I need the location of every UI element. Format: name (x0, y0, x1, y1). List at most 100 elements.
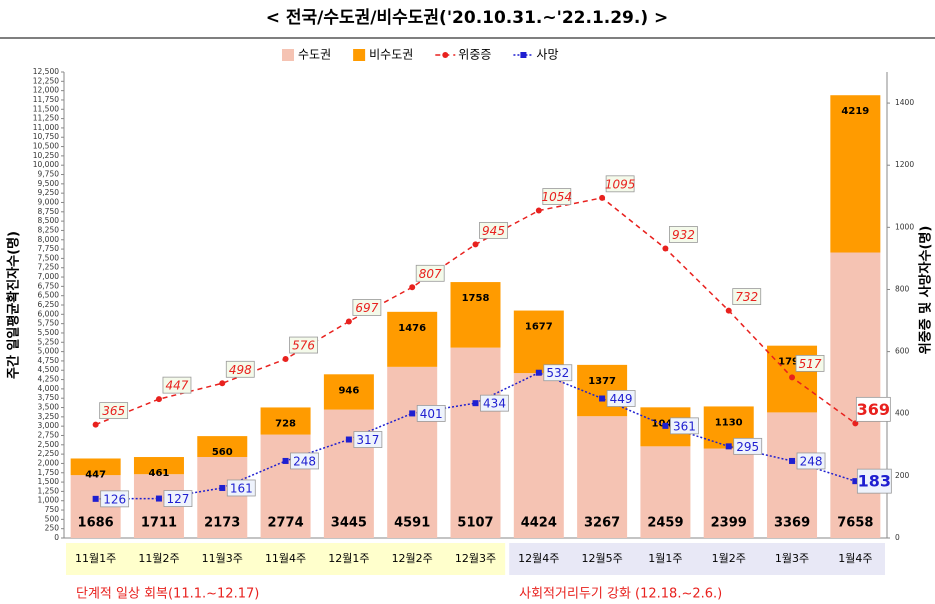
x-tick-label: 11월2주 (138, 552, 179, 565)
x-tick-label: 12월1주 (328, 552, 369, 565)
bar-segment (260, 407, 311, 435)
bar-value-label: 1377 (588, 376, 616, 387)
y-tick-label: 3,000 (38, 421, 60, 430)
group-label: 단계적 일상 회복(11.1.~12.17) (76, 587, 259, 602)
data-label: 248 (293, 454, 316, 468)
y-tick-label: 10,750 (33, 132, 59, 141)
y-tick-label: 4,500 (38, 365, 60, 374)
legend-item: 위중증 (435, 48, 491, 62)
bar-segment (767, 412, 818, 538)
line-marker (662, 245, 669, 252)
bar-value-label: 946 (338, 385, 359, 396)
data-label-box (670, 417, 699, 435)
chart-title: < 전국/수도권/비수도권('20.10.31.~'22.1.29.) > (266, 8, 669, 28)
bar-value-label: 1686 (78, 516, 114, 531)
y-tick-label: 5,250 (38, 337, 60, 346)
y2-tick-label: 400 (895, 409, 910, 418)
y-tick-label: 11,500 (33, 104, 59, 113)
line-marker (282, 457, 289, 464)
y2-tick-label: 200 (895, 471, 910, 480)
data-label: 932 (672, 228, 695, 242)
y-tick-label: 8,250 (38, 225, 60, 234)
y-tick-label: 7,250 (38, 263, 60, 272)
data-label: 248 (800, 454, 823, 468)
data-label: 317 (356, 433, 379, 447)
bar-segment (197, 456, 248, 538)
y-tick-label: 3,500 (38, 403, 60, 412)
line-marker (92, 495, 99, 502)
legend-item: 수도권 (282, 48, 331, 62)
x-tick-label: 1월1주 (648, 552, 682, 565)
data-label-box (290, 452, 319, 470)
y2-tick-label: 1000 (895, 222, 914, 231)
legend-marker (520, 52, 527, 58)
data-label-box (99, 402, 129, 420)
line-marker (852, 478, 859, 485)
bar-value-label: 3369 (774, 516, 810, 531)
x-tick-label: 11월1주 (75, 552, 116, 565)
bar-value-label: 3445 (331, 516, 367, 531)
y-tick-label: 2,250 (38, 449, 60, 458)
bar-segment (197, 436, 248, 457)
data-label: 126 (103, 492, 126, 506)
bar-segment (323, 409, 374, 538)
y-tick-label: 1,250 (38, 486, 60, 495)
bar-value-label: 1790 (778, 357, 806, 368)
bar-segment (260, 434, 311, 538)
x-tick-label: 1월3주 (775, 552, 809, 565)
legend-swatch (282, 49, 294, 61)
legend-label: 위중증 (458, 48, 491, 62)
y-tick-label: 12,250 (33, 76, 59, 85)
y-tick-label: 8,750 (38, 207, 60, 216)
bar-segment (450, 282, 501, 348)
y-axis-label: 주간 일일평균확진자수(명) (6, 231, 22, 379)
line-marker (282, 356, 289, 363)
line-marker (345, 436, 352, 443)
line-marker (789, 457, 796, 464)
x-tick-label: 12월4주 (518, 552, 559, 565)
y2-tick-label: 800 (895, 284, 910, 293)
data-label: 183 (858, 472, 891, 491)
bar-value-label: 1130 (715, 417, 743, 428)
bar-value-label: 1711 (141, 516, 177, 531)
legend-label: 사망 (536, 48, 558, 62)
y-tick-label: 0 (54, 533, 59, 542)
line-marker (599, 194, 606, 201)
data-label: 945 (482, 224, 505, 238)
data-label-box (733, 437, 763, 455)
legend-label: 비수도권 (369, 48, 413, 62)
bar-segment (830, 252, 881, 538)
data-label-box (605, 175, 635, 193)
legend-label: 수도권 (298, 48, 331, 62)
bar-segment (830, 95, 881, 253)
line-marker (409, 410, 416, 417)
legend-item: 사망 (513, 48, 559, 62)
y-tick-label: 7,500 (38, 253, 60, 262)
data-label-box (855, 396, 891, 422)
line-marker (472, 400, 479, 407)
data-label: 295 (736, 440, 759, 454)
y-tick-label: 4,250 (38, 375, 60, 384)
data-label-box (732, 288, 762, 305)
data-label: 401 (420, 407, 443, 421)
data-label-box (795, 354, 825, 372)
y-tick-label: 9,000 (38, 197, 60, 206)
y2-tick-label: 0 (895, 533, 900, 542)
x-tick-label: 11월4주 (265, 552, 306, 565)
data-label-box (353, 431, 383, 448)
y-tick-label: 2,000 (38, 458, 60, 467)
data-label-box (100, 490, 130, 508)
group-label: 사회적거리두기 강화 (12.18.~2.6.) (519, 587, 722, 602)
line-marker (662, 422, 669, 429)
data-label-box (542, 188, 572, 205)
line-marker (725, 307, 732, 314)
bar-segment (133, 457, 184, 475)
y-tick-label: 4,000 (38, 384, 60, 393)
bar-value-label: 3267 (584, 516, 620, 531)
y-tick-label: 3,750 (38, 393, 60, 402)
line-marker (472, 241, 479, 248)
y-tick-label: 11,250 (33, 114, 59, 123)
bar-value-label: 1677 (525, 322, 553, 333)
data-label: 1095 (605, 177, 636, 191)
